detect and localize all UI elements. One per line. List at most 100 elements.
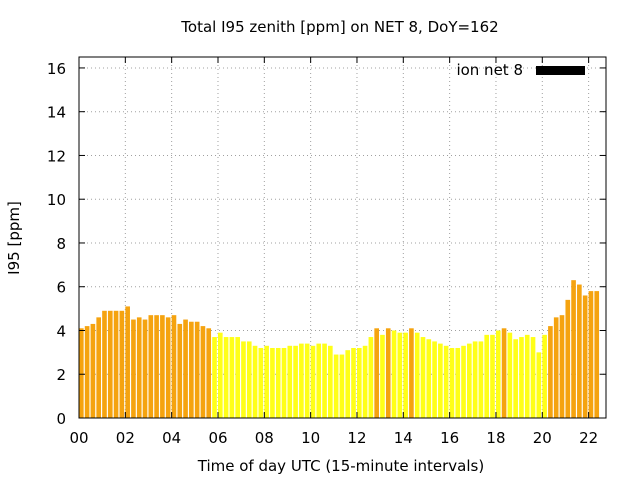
bar: [565, 299, 571, 418]
bar: [553, 317, 559, 418]
y-tick-label: 6: [56, 279, 66, 297]
bar: [397, 332, 403, 418]
bar: [229, 337, 235, 418]
bar: [281, 347, 287, 418]
bar: [125, 306, 130, 418]
bar: [107, 310, 113, 418]
bar: [275, 347, 281, 418]
y-tick-labels: 0 2 4 6 8 10 12 14 16: [47, 60, 66, 428]
bar: [513, 339, 518, 418]
bar: [472, 341, 478, 418]
bar: [258, 347, 264, 418]
x-tick-label: 18: [486, 429, 505, 447]
y-tick-label: 8: [56, 235, 66, 253]
x-tick-label: 04: [162, 429, 181, 447]
bar: [577, 284, 582, 418]
bar: [200, 326, 206, 418]
bar: [241, 341, 246, 418]
bar: [113, 310, 119, 418]
bar: [594, 291, 600, 418]
bar: [438, 343, 443, 418]
x-tick-label: 06: [208, 429, 227, 447]
bar: [588, 291, 594, 418]
bar: [252, 345, 258, 418]
bar: [467, 343, 472, 418]
bar: [90, 323, 96, 418]
bar: [391, 330, 397, 418]
bar: [455, 347, 461, 418]
x-tick-label: 16: [440, 429, 459, 447]
bar: [293, 345, 298, 418]
y-tick-label: 12: [47, 147, 66, 165]
bar: [165, 317, 171, 418]
bar: [536, 352, 542, 418]
x-tick-label: 12: [347, 429, 366, 447]
bar: [385, 328, 391, 418]
x-axis-label: Time of day UTC (15-minute intervals): [197, 457, 484, 475]
bar: [432, 341, 437, 418]
x-tick-label: 02: [116, 429, 135, 447]
bar: [154, 315, 159, 418]
chart-title: Total I95 zenith [ppm] on NET 8, DoY=162: [180, 18, 498, 36]
bar: [519, 337, 524, 418]
bar: [461, 345, 466, 418]
y-tick-label: 14: [47, 104, 66, 122]
bar: [420, 337, 426, 418]
bar: [304, 343, 310, 418]
bar: [102, 310, 107, 418]
axis-ticks: [78, 57, 606, 419]
bar: [507, 332, 513, 418]
bar: [96, 317, 102, 418]
bar: [409, 328, 414, 418]
bar: [530, 337, 536, 418]
bar: [264, 345, 269, 418]
bar: [368, 337, 374, 418]
bar: [287, 345, 293, 418]
bar: [548, 326, 553, 418]
bar: [449, 347, 455, 418]
bar: [582, 295, 588, 418]
bar: [374, 328, 379, 418]
x-tick-label: 22: [579, 429, 598, 447]
bar: [142, 319, 148, 418]
bar: [223, 337, 229, 418]
bar: [414, 332, 420, 418]
bar: [524, 334, 530, 418]
y-tick-label: 16: [47, 60, 66, 78]
bar: [484, 334, 490, 418]
bar: [177, 323, 183, 418]
bar: [542, 334, 547, 418]
bar: [183, 319, 188, 418]
x-tick-labels: 00 02 04 06 08 10 12 14 16 18 20 22: [69, 429, 598, 447]
bar: [559, 315, 565, 418]
bar: [351, 347, 356, 418]
y-tick-label: 2: [56, 366, 66, 384]
legend-swatch: [536, 66, 585, 75]
legend-label: ion net 8: [456, 61, 523, 79]
bar: [403, 332, 408, 418]
bar: [426, 339, 432, 418]
bar: [246, 341, 252, 418]
bar: [322, 343, 327, 418]
y-axis-label: I95 [ppm]: [5, 201, 23, 275]
bar: [212, 337, 217, 418]
bar: [160, 315, 165, 418]
y-tick-label: 10: [47, 191, 66, 209]
bar: [571, 280, 576, 418]
bar: [478, 341, 484, 418]
plot-frame: [78, 56, 607, 419]
y-tick-label: 0: [56, 410, 66, 428]
bar: [270, 347, 275, 418]
bar: [136, 317, 142, 418]
x-tick-label: 10: [301, 429, 320, 447]
bar: [495, 330, 501, 418]
x-tick-label: 00: [69, 429, 88, 447]
bar: [148, 315, 154, 418]
bar: [443, 345, 449, 418]
bar: [79, 328, 84, 418]
bar: [206, 328, 212, 418]
bar: [356, 347, 362, 418]
bar: [339, 354, 345, 418]
legend: ion net 8: [456, 61, 585, 79]
